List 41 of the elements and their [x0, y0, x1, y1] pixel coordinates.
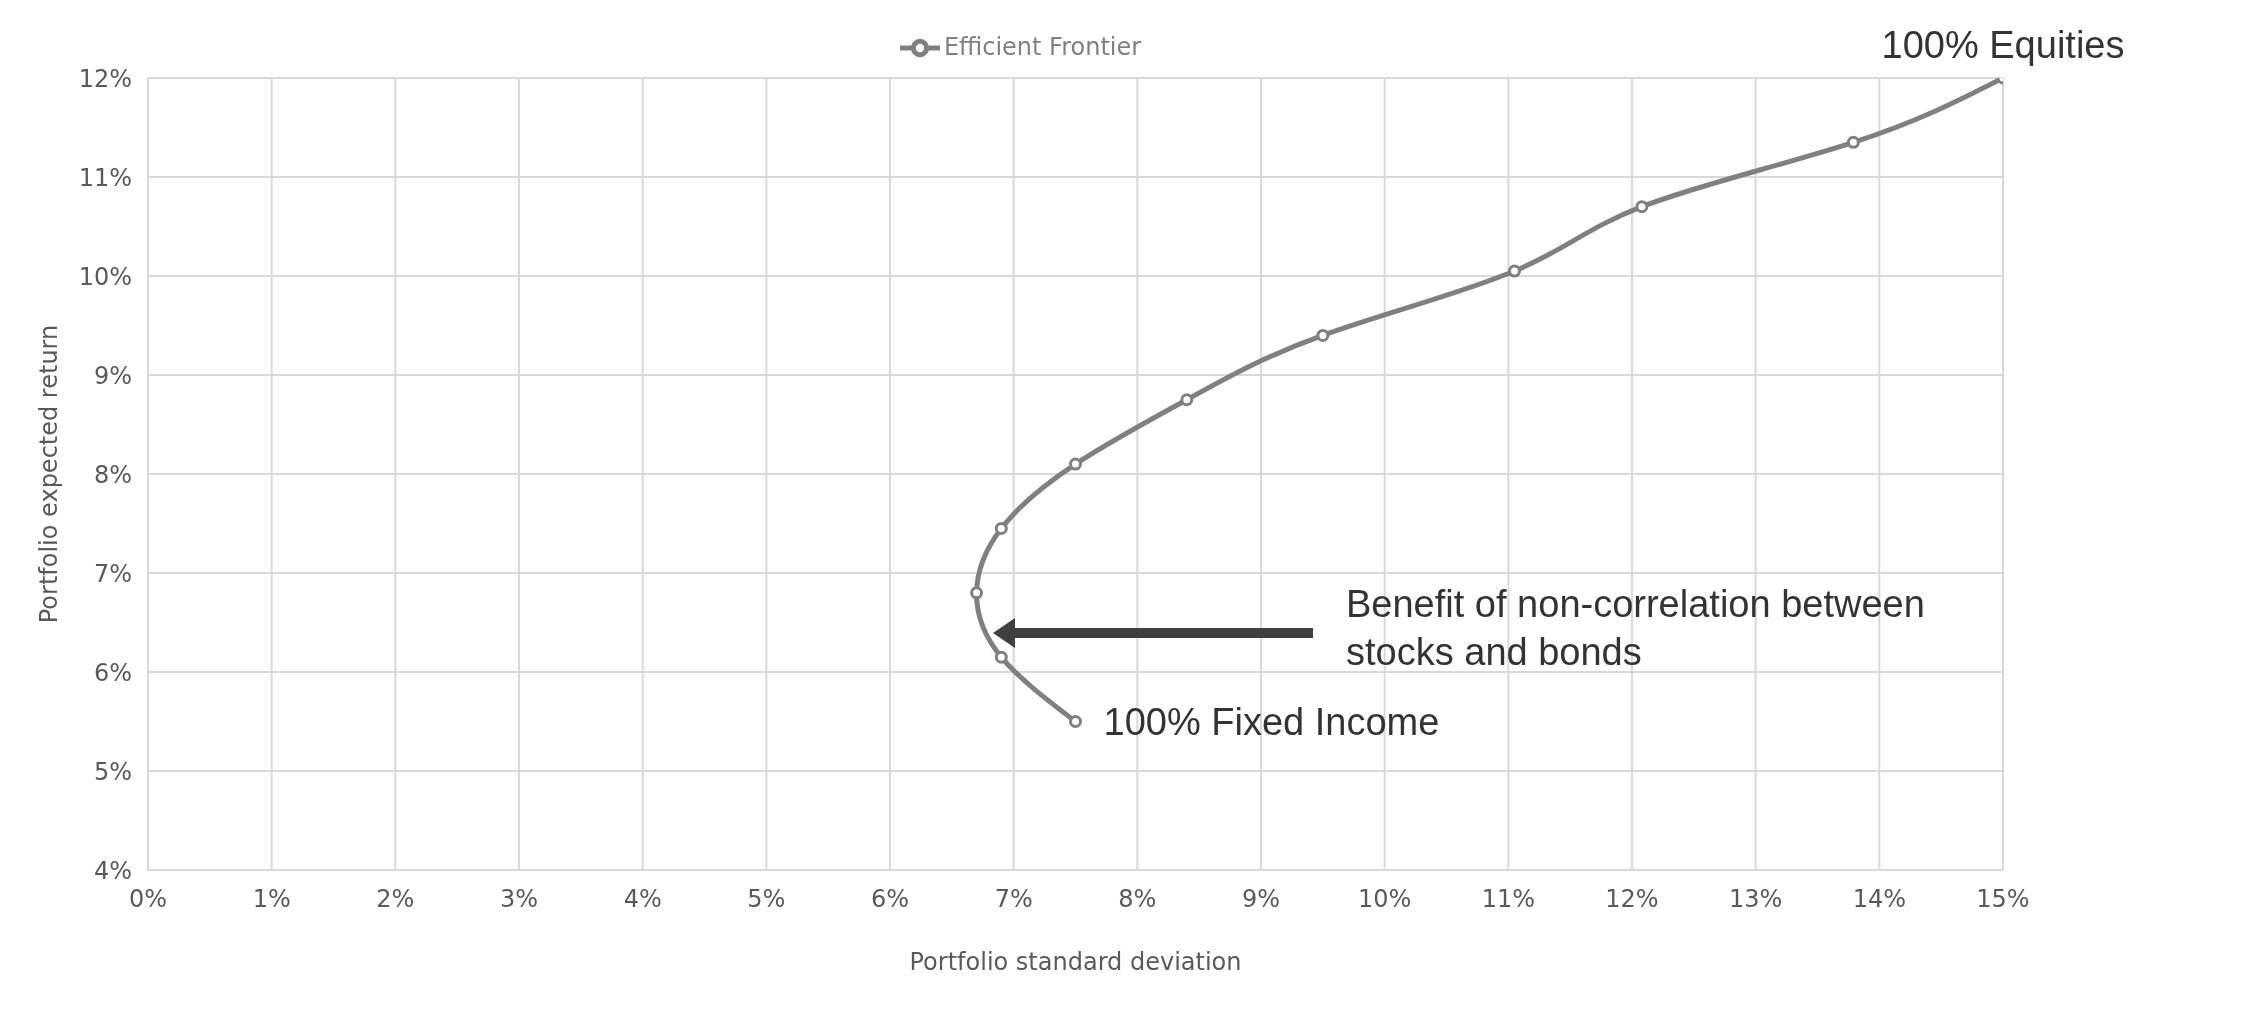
x-tick-label: 11%	[1481, 885, 1536, 914]
x-tick-label: 12%	[1605, 885, 1659, 914]
x-tick-label: 4%	[623, 885, 662, 914]
point	[994, 521, 1008, 535]
point	[1069, 457, 1082, 471]
x-tick-label: 1%	[252, 885, 291, 914]
annotation: 100% Fixed Income	[1103, 700, 1440, 743]
y-axis-title: Portfolio expected return	[34, 324, 63, 624]
x-tick-label: 0%	[128, 885, 168, 914]
point	[994, 650, 1008, 664]
point	[1508, 264, 1522, 278]
x-tick-label: 8%	[1118, 885, 1157, 914]
y-tick-label: 4%	[93, 856, 132, 885]
annotation: Benefit of non-correlation between stocks and bonds	[1346, 582, 1926, 675]
annotation: 100% Equities	[1881, 24, 2125, 66]
y-tick-label: 7%	[93, 559, 132, 588]
point	[1846, 135, 1860, 149]
x-tick-label: 10%	[1357, 885, 1412, 914]
x-tick-label: 2%	[376, 885, 415, 914]
point	[1316, 328, 1330, 342]
x-tick-label: 9%	[1241, 885, 1281, 914]
y-tick-label: 9%	[93, 361, 132, 390]
point	[1069, 715, 1082, 728]
x-tick-label: 14%	[1852, 885, 1907, 914]
x-tick-label: 7%	[994, 885, 1033, 914]
point	[1635, 200, 1649, 214]
y-tick-label: 10%	[78, 262, 132, 291]
x-axis-title: Portfolio standard deviation	[909, 948, 1242, 976]
y-tick-label: 5%	[93, 757, 132, 786]
x-tick-label: 13%	[1728, 885, 1783, 914]
legend-label: Efficient Frontier	[943, 33, 1142, 61]
y-tick-label: 6%	[93, 658, 132, 687]
y-tick-label: 12%	[78, 64, 132, 93]
x-tick-label: 3%	[499, 885, 539, 914]
x-tick-label: 6%	[870, 885, 910, 914]
y-tick-label: 8%	[93, 460, 132, 489]
x-tick-label: 15%	[1976, 885, 2030, 914]
y-tick-label: 11%	[78, 163, 132, 192]
point	[1180, 393, 1194, 407]
x-tick-label: 5%	[747, 885, 786, 914]
point	[970, 586, 984, 600]
